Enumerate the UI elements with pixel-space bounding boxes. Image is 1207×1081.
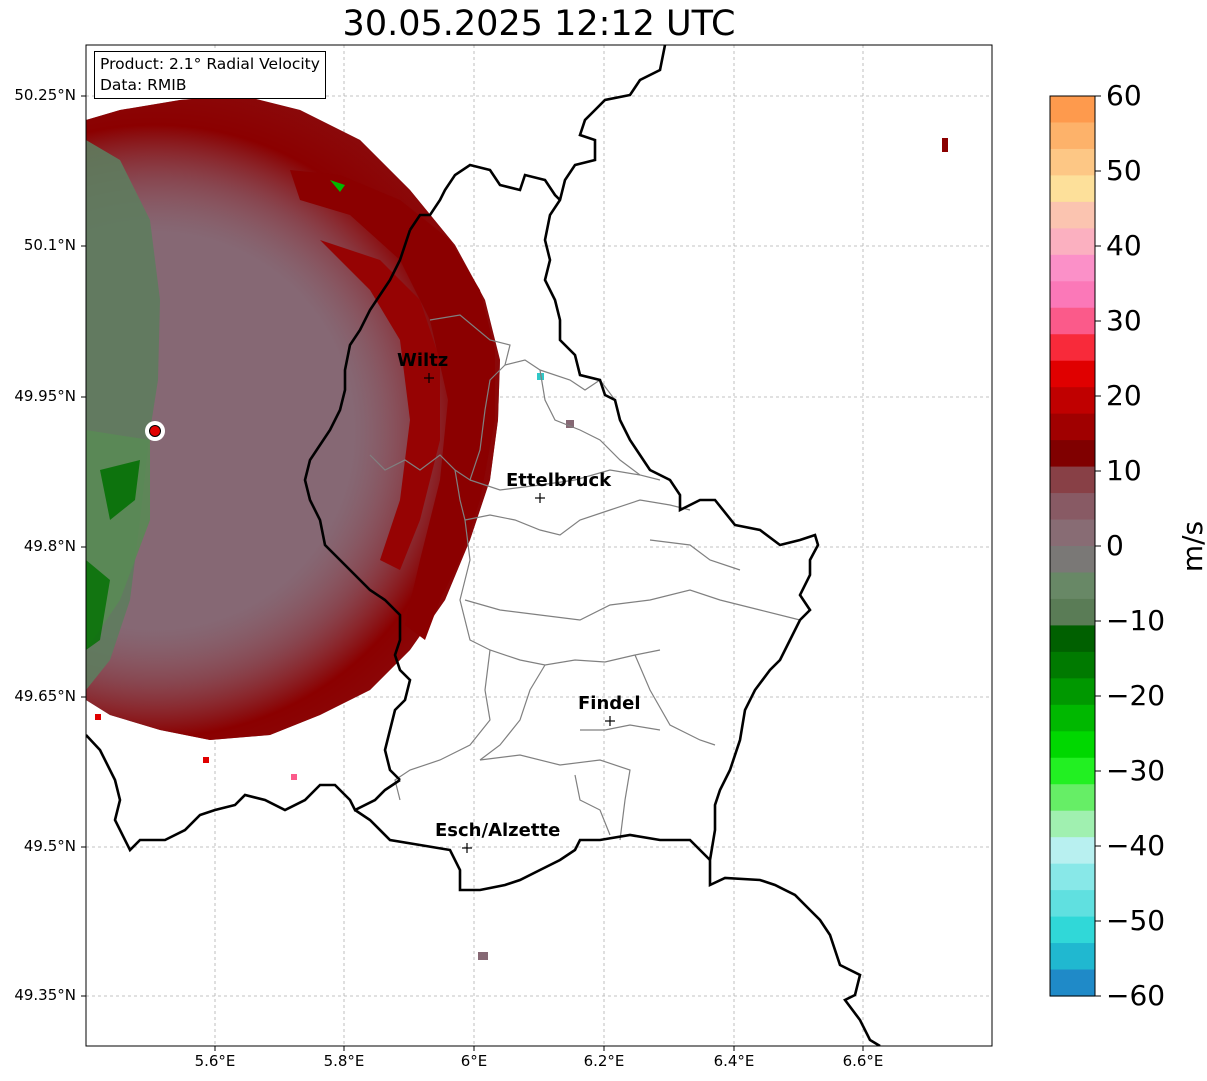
- colorbar-tick-label: −20: [1106, 679, 1166, 712]
- colorbar-bin: [1050, 175, 1095, 203]
- colorbar-bin: [1050, 916, 1095, 944]
- colorbar-bin: [1050, 572, 1095, 600]
- lon-tick-label: 6.2°E: [583, 1052, 625, 1070]
- lat-tick-label: 50.25°N: [14, 86, 76, 104]
- canton-borders: [369, 314, 801, 841]
- colorbar-tick-label: −60: [1106, 979, 1166, 1012]
- colorbar-bin: [1050, 598, 1095, 627]
- colorbar-tick-label: 60: [1106, 79, 1142, 112]
- colorbar-bin: [1050, 969, 1095, 997]
- colorbar-bin: [1050, 625, 1095, 653]
- colorbar-bin: [1050, 493, 1095, 521]
- map-title: 30.05.2025 12:12 UTC: [342, 4, 736, 44]
- plot-area: [86, 45, 992, 1046]
- colorbar-bin: [1050, 784, 1095, 812]
- colorbar-tick-label: 0: [1106, 529, 1124, 562]
- colorbar-tick-label: −30: [1106, 754, 1166, 787]
- product-label: Product: 2.1° Radial Velocity: [100, 55, 320, 73]
- lat-tick-label: 49.35°N: [14, 986, 76, 1004]
- lon-tick-label: 6.4°E: [713, 1052, 755, 1070]
- data-source-label: Data: RMIB: [100, 76, 187, 94]
- colorbar-bin: [1050, 228, 1095, 256]
- colorbar-tick-label: 20: [1106, 379, 1142, 412]
- info-box: Product: 2.1° Radial Velocity Data: RMIB: [94, 51, 326, 99]
- radar-site-marker: [149, 425, 161, 437]
- colorbar-bin: [1050, 943, 1095, 971]
- colorbar-bin: [1050, 704, 1095, 732]
- colorbar-bin: [1050, 122, 1095, 150]
- city-label-ettelbruck: Ettelbruck: [506, 470, 612, 491]
- city-markers: [424, 373, 615, 853]
- colorbar-bin: [1050, 863, 1095, 891]
- colorbar-bin: [1050, 360, 1095, 388]
- colorbar-bin: [1050, 466, 1095, 494]
- colorbar-bin: [1050, 440, 1095, 468]
- colorbar-bin: [1050, 678, 1095, 706]
- colorbar-bin: [1050, 201, 1095, 229]
- colorbar-tick-label: 40: [1106, 229, 1142, 262]
- colorbar-bin: [1050, 254, 1095, 282]
- city-label-findel: Findel: [578, 693, 641, 714]
- colorbar-bin: [1050, 96, 1095, 124]
- lon-tick-label: 6°E: [460, 1052, 488, 1070]
- lat-tick-label: 49.65°N: [14, 687, 76, 705]
- colorbar-tick-label: −10: [1106, 604, 1166, 637]
- city-label-wiltz: Wiltz: [397, 350, 449, 371]
- colorbar-bin: [1050, 334, 1095, 362]
- colorbar-bin: [1050, 148, 1095, 177]
- lat-tick-label: 49.95°N: [14, 387, 76, 405]
- colorbar-bin: [1050, 413, 1095, 441]
- lon-tick-label: 6.6°E: [842, 1052, 884, 1070]
- colorbar-bin: [1050, 307, 1095, 335]
- city-label-esch-alzette: Esch/Alzette: [435, 820, 561, 841]
- national-borders: [86, 45, 881, 1046]
- colorbar-bin: [1050, 519, 1095, 547]
- axis-ticks: [81, 95, 864, 1051]
- colorbar-bin: [1050, 837, 1095, 865]
- colorbar: [1050, 96, 1095, 997]
- lon-tick-label: 5.8°E: [323, 1052, 365, 1070]
- colorbar-bin: [1050, 731, 1095, 759]
- lon-tick-label: 5.6°E: [194, 1052, 236, 1070]
- colorbar-tick-label: −50: [1106, 904, 1166, 937]
- colorbar-bin: [1050, 651, 1095, 679]
- colorbar-tick-label: 10: [1106, 454, 1142, 487]
- colorbar-tick-label: 50: [1106, 154, 1142, 187]
- colorbar-bin: [1050, 546, 1095, 574]
- colorbar-unit-label: m/s: [1176, 520, 1207, 573]
- lat-tick-label: 50.1°N: [23, 236, 76, 254]
- colorbar-bin: [1050, 890, 1095, 918]
- lat-tick-label: 49.5°N: [23, 837, 76, 855]
- plot-frame: [85, 44, 993, 1047]
- lat-tick-label: 49.8°N: [23, 537, 76, 555]
- colorbar-tick-label: −40: [1106, 829, 1166, 862]
- colorbar-tick-label: 30: [1106, 304, 1142, 337]
- colorbar-bin: [1050, 810, 1095, 838]
- colorbar-ticks: [1095, 95, 1101, 997]
- colorbar-bin: [1050, 281, 1095, 309]
- colorbar-bin: [1050, 757, 1095, 785]
- colorbar-bin: [1050, 387, 1095, 415]
- radar-velocity-field: [86, 95, 948, 960]
